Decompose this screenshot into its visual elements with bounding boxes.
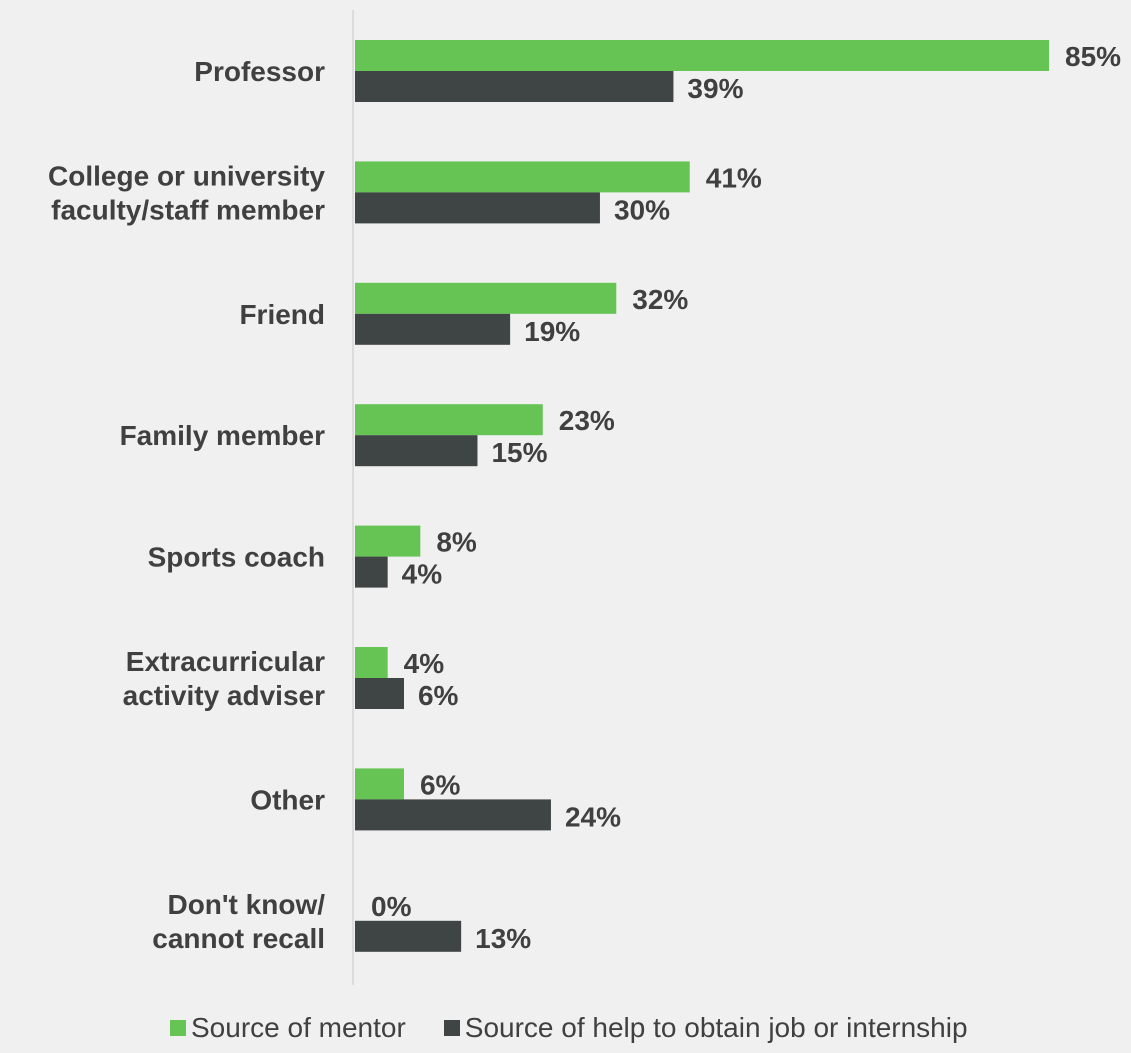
data-label-job-help: 6% [418,680,459,711]
data-label-job-help: 4% [402,559,443,590]
data-label-job-help: 24% [565,801,621,832]
bar-job-help [355,71,674,102]
bar-mentor [355,40,1049,71]
bar-job-help [355,678,404,709]
bar-mentor [355,282,617,314]
bar-mentor [355,647,388,678]
bar-mentor [355,161,690,193]
category-label: Other [250,784,325,815]
data-label-mentor: 32% [632,284,688,315]
bar-job-help [355,920,462,952]
category-label-line: Professor [194,56,325,87]
data-label-job-help: 19% [524,316,580,347]
data-label-mentor: 41% [706,162,762,193]
bar-job-help [355,313,511,345]
category-label-line: Family member [120,420,326,451]
category-label: Extracurricular activity adviser [123,646,325,711]
bar-mentor [355,768,404,800]
bar-mentor [355,404,543,436]
category-label-line: College or university [48,160,325,191]
category-label-line: Don't know/ [167,889,325,920]
category-label: Friend [239,299,325,330]
data-label-mentor: 85% [1065,41,1121,72]
legend-label-mentor: Source of mentor [191,1012,406,1043]
data-label-job-help: 39% [687,73,743,104]
category-label-line: Friend [239,299,325,330]
data-label-mentor: 0% [371,891,412,922]
legend: Source of mentor Source of help to obtai… [170,1012,1006,1044]
category-label: Sports coach [148,542,325,573]
legend-swatch-mentor [170,1020,186,1036]
legend-item-mentor: Source of mentor [170,1012,406,1044]
category-label-line: activity adviser [123,680,325,711]
category-label-line: cannot recall [152,923,325,954]
data-label-job-help: 13% [475,923,531,954]
legend-swatch-job-help [443,1020,460,1036]
category-label-line: Extracurricular [126,646,325,677]
data-label-mentor: 6% [420,769,461,800]
data-label-mentor: 23% [559,405,615,436]
bar-job-help [355,799,551,831]
data-label-job-help: 30% [614,194,670,225]
bar-job-help [355,435,478,467]
bar-job-help [355,556,388,588]
category-label-line: Other [250,784,325,815]
category-label: Professor [194,56,325,87]
bar-job-help [355,192,600,224]
category-label-line: faculty/staff member [51,194,325,225]
data-label-job-help: 15% [491,437,547,468]
category-label: Don't know/cannot recall [152,889,325,954]
data-label-mentor: 8% [436,527,477,558]
data-label-mentor: 4% [404,648,445,679]
category-label: Family member [120,420,326,451]
legend-item-job-help: Source of help to obtain job or internsh… [443,1012,968,1044]
category-label-line: Sports coach [148,542,325,573]
bars-layer: Professor 85% 39% College or university facu… [48,40,1121,954]
category-label: College or university faculty/staff membe… [48,160,325,225]
bar-mentor [355,525,421,557]
legend-label-job-help: Source of help to obtain job or internsh… [464,1012,968,1043]
